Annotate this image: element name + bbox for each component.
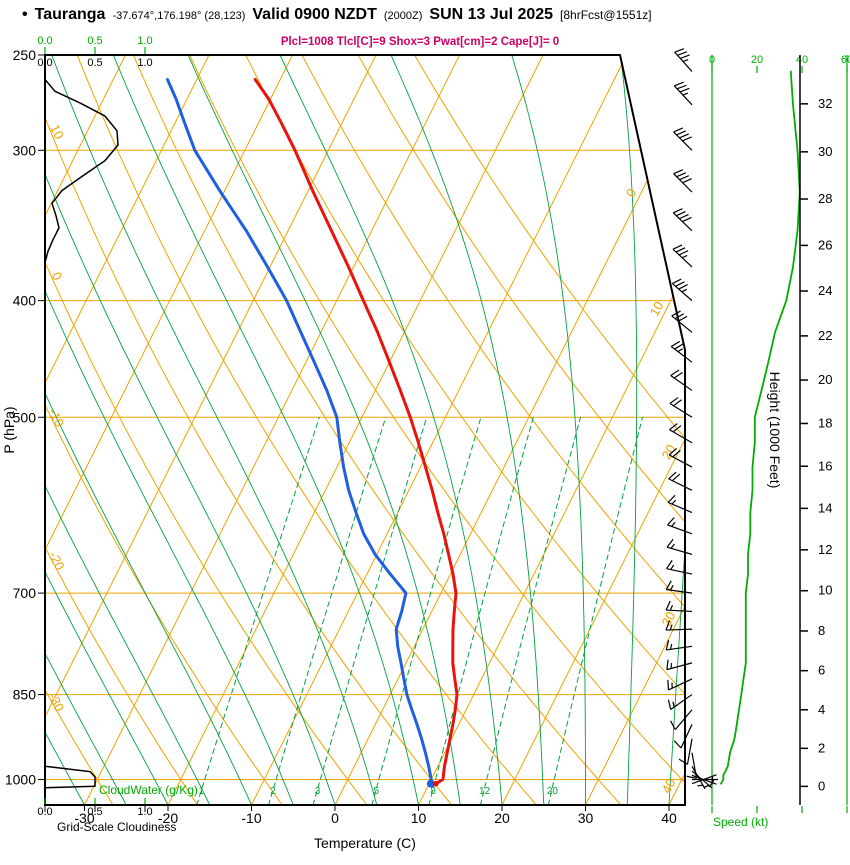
svg-text:8: 8 [818,623,825,638]
svg-text:12: 12 [818,542,832,557]
svg-text:2: 2 [270,786,276,797]
svg-text:250: 250 [13,47,37,63]
svg-text:12: 12 [479,786,491,797]
temperature-axis-title: Temperature (C) [314,835,416,851]
svg-text:2: 2 [818,740,825,755]
svg-text:10: 10 [818,583,832,598]
svg-text:0.5: 0.5 [87,806,102,818]
dry-adiabat-labels: 100-10-20-30 [45,122,67,714]
chart-title-bar: • Tauranga -37.674°,176.198° (28,123) Va… [22,6,842,24]
svg-text:0: 0 [49,270,66,283]
svg-text:20: 20 [751,54,763,66]
svg-text:30: 30 [818,144,832,159]
svg-text:0: 0 [623,186,640,199]
wind-barbs-column [666,49,718,789]
isotherm-lines [0,55,850,805]
valid-date: SUN 13 Jul 2025 [429,6,553,24]
svg-text:20: 20 [818,372,832,387]
svg-text:1000: 1000 [5,772,36,788]
cloudwater-label: CloudWater (g/Kg) [99,783,198,797]
svg-text:1.0: 1.0 [137,806,152,818]
temperature-dewpoint-profiles [168,80,458,788]
speed-profile-line [721,72,800,784]
svg-text:-10: -10 [46,406,68,429]
svg-text:1: 1 [199,786,205,797]
svg-text:10: 10 [47,122,67,142]
svg-text:40: 40 [661,810,677,826]
height-axis-title: Height (1000 Feet) [767,372,783,489]
svg-text:0: 0 [709,54,715,66]
svg-text:8: 8 [430,786,436,797]
valid-time: Valid 0900 NZDT [252,6,377,24]
svg-text:0: 0 [331,810,339,826]
svg-text:30: 30 [578,810,594,826]
svg-text:5: 5 [373,786,379,797]
svg-text:32: 32 [818,96,832,111]
svg-text:26: 26 [818,237,832,252]
svg-text:-10: -10 [241,810,261,826]
moist-adiabat-lines [0,55,709,805]
dry-adiabat-lines [0,55,850,805]
svg-text:22: 22 [818,328,832,343]
station-name: Tauranga [35,6,106,24]
svg-text:60: 60 [841,54,850,66]
sounding-parameters: Plcl=1008 Tlcl[C]=9 Shox=3 Pwat[cm]=2 Ca… [40,36,800,48]
cloudiness-profile [45,80,118,788]
svg-text:14: 14 [818,500,832,515]
svg-text:20: 20 [547,786,559,797]
pressure-axis-title: P (hPa) [1,406,17,453]
station-coords: -37.674°,176.198° (28,123) [112,10,245,22]
svg-text:28: 28 [818,191,832,206]
svg-text:3: 3 [315,786,321,797]
svg-text:700: 700 [13,585,37,601]
svg-text:24: 24 [818,283,832,298]
svg-text:20: 20 [494,810,510,826]
svg-text:0.5: 0.5 [87,57,102,69]
station-bullet-icon: • [22,6,28,24]
svg-text:16: 16 [818,458,832,473]
svg-text:10: 10 [411,810,427,826]
svg-text:400: 400 [13,293,37,309]
svg-text:0: 0 [818,778,825,793]
valid-utc: (2000Z) [384,10,423,22]
svg-text:-20: -20 [46,549,68,572]
svg-text:0.0: 0.0 [37,57,52,69]
speed-axis-title: Speed (kt) [713,815,768,829]
svg-text:4: 4 [818,702,825,717]
svg-text:0.0: 0.0 [37,806,52,818]
svg-text:40: 40 [796,54,808,66]
svg-text:850: 850 [13,687,37,703]
svg-text:1.0: 1.0 [137,57,152,69]
svg-text:300: 300 [13,142,37,158]
svg-text:6: 6 [818,663,825,678]
forecast-info: [8hrFcst@1551z] [560,8,652,22]
svg-text:18: 18 [818,415,832,430]
cloudiness-label: Grid-Scale Cloudiness [57,820,176,834]
